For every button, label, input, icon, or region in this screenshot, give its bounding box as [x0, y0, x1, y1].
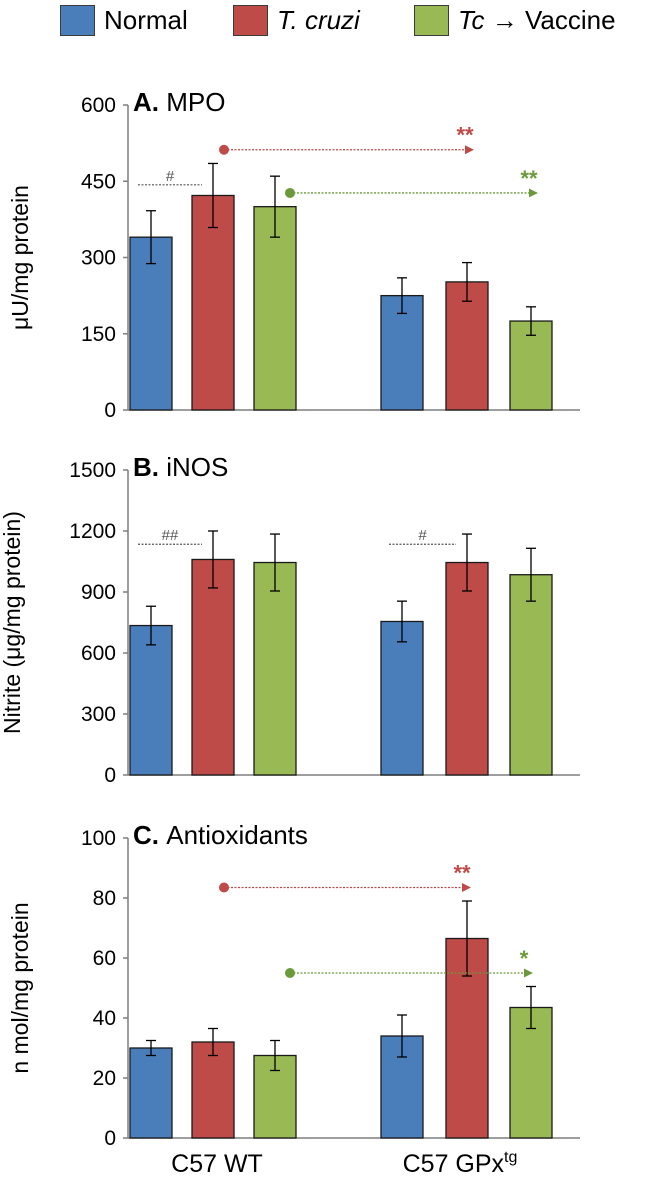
- error-bar-tc-vaccine-c57-wt: [270, 1039, 280, 1072]
- x-label-c57-gpx-main: C57 GPx: [403, 1150, 505, 1177]
- panel-letter: C.: [133, 820, 166, 850]
- bar-tc-vaccine-c57-gpx: [509, 574, 553, 776]
- significance-label: *: [520, 946, 529, 971]
- panel-mpo: A. MPO 0 150 300 450 600 μU/mg protein # ** **: [7, 87, 580, 422]
- significance-label: #: [418, 527, 427, 544]
- legend-label-tc: Tc: [458, 4, 485, 35]
- y-tick-label: 600: [81, 642, 116, 665]
- x-label-c57-wt: C57 WT: [171, 1150, 263, 1177]
- legend-swatch-tcruzi: [233, 4, 268, 36]
- error-bar-normal-c57-wt: [146, 210, 156, 265]
- bar-normal-c57-wt: [129, 624, 173, 776]
- error-bar-t-cruzi-c57-gpx: [462, 533, 472, 592]
- y-tick-label: 300: [81, 247, 116, 270]
- legend-arrow-icon: →: [491, 4, 518, 35]
- error-bar-tc-vaccine-c57-gpx: [526, 985, 536, 1030]
- error-bar-normal-c57-wt: [146, 605, 156, 646]
- legend-label-tcruzi: T. cruzi: [277, 4, 360, 35]
- panel-title-text: iNOS: [166, 452, 228, 482]
- panel-letter: A.: [133, 87, 166, 117]
- error-bar-tc-vaccine-c57-gpx: [526, 547, 536, 602]
- y-tick-label: 60: [93, 947, 116, 970]
- y-tick-label: 300: [81, 703, 116, 726]
- y-tick-label: 450: [81, 170, 116, 193]
- error-bar-normal-c57-gpx: [397, 277, 407, 315]
- panel-title-text: MPO: [166, 87, 225, 117]
- legend: Normal T. cruzi Tc → Vaccine: [0, 0, 650, 42]
- bar-t-cruzi-c57-gpx: [445, 281, 489, 411]
- error-bar-t-cruzi-c57-wt: [208, 1027, 218, 1057]
- y-axis-label: n mol/mg protein: [7, 902, 33, 1073]
- x-label-c57-gpx: C57 GPxtg: [403, 1149, 518, 1177]
- y-axis-label: μU/mg protein: [7, 185, 33, 330]
- legend-item-normal: Normal: [60, 3, 188, 37]
- y-tick-label: 100: [81, 827, 116, 850]
- significance-label: **: [456, 123, 474, 148]
- panel-title-antioxidants: C. Antioxidants: [133, 820, 308, 850]
- panel-title-mpo: A. MPO: [133, 87, 225, 117]
- significance-label: ##: [162, 527, 179, 544]
- panel-letter: B.: [133, 452, 166, 482]
- legend-swatch-tc-vaccine: [414, 4, 449, 36]
- x-axis-group-labels: C57 WT C57 GPxtg: [171, 1149, 517, 1177]
- legend-label-normal: Normal: [104, 4, 188, 35]
- y-axis-label: Nitrite (μg/mg protein): [0, 511, 25, 734]
- x-label-superscript: tg: [504, 1149, 517, 1166]
- error-bar-t-cruzi-c57-wt: [208, 162, 218, 229]
- error-bar-t-cruzi-c57-wt: [208, 530, 218, 589]
- error-bar-t-cruzi-c57-gpx: [462, 900, 472, 977]
- bar-normal-c57-wt: [129, 1047, 173, 1139]
- error-bar-tc-vaccine-c57-wt: [270, 533, 280, 592]
- bar-tc-vaccine-c57-wt: [253, 561, 297, 776]
- y-tick-label: 20: [93, 1067, 116, 1090]
- y-tick-label: 40: [93, 1007, 116, 1030]
- significance-label: **: [453, 861, 471, 886]
- legend-item-tcruzi: T. cruzi: [233, 3, 360, 37]
- significance-label: #: [166, 168, 175, 185]
- y-tick-label: 1500: [69, 459, 116, 482]
- y-tick-label: 0: [104, 399, 116, 422]
- y-tick-label: 0: [104, 1127, 116, 1150]
- panel-title-inos: B. iNOS: [133, 452, 228, 482]
- error-bar-t-cruzi-c57-gpx: [462, 261, 472, 302]
- legend-label-vaccine: Vaccine: [524, 4, 616, 35]
- significance-label: **: [520, 166, 538, 191]
- bar-normal-c57-gpx: [380, 294, 424, 411]
- legend-swatch-normal: [60, 4, 95, 36]
- error-bar-tc-vaccine-c57-gpx: [526, 306, 536, 336]
- panel-inos: B. iNOS 0 300 600 900 1200 1500 Nitrite (μg/mg …: [0, 452, 580, 787]
- panel-title-text: Antioxidants: [166, 820, 308, 850]
- bar-t-cruzi-c57-wt: [191, 558, 235, 776]
- y-tick-label: 1200: [69, 520, 116, 543]
- legend-label-tc-vaccine: Tc → Vaccine: [458, 5, 616, 36]
- bar-t-cruzi-c57-gpx: [445, 561, 489, 776]
- bar-tc-vaccine-c57-gpx: [509, 1006, 553, 1139]
- y-tick-label: 80: [93, 887, 116, 910]
- bar-normal-c57-gpx: [380, 620, 424, 776]
- panel-antioxidants: C. Antioxidants 0 20 40 60 80 100 n mol/mg prot…: [7, 820, 580, 1150]
- error-bar-normal-c57-gpx: [397, 1014, 407, 1058]
- error-bar-normal-c57-gpx: [397, 600, 407, 643]
- y-tick-label: 0: [104, 764, 116, 787]
- error-bar-tc-vaccine-c57-wt: [270, 175, 280, 238]
- y-tick-label: 150: [81, 323, 116, 346]
- bar-t-cruzi-c57-wt: [191, 194, 235, 411]
- y-tick-label: 900: [81, 581, 116, 604]
- error-bar-normal-c57-wt: [146, 1039, 156, 1057]
- bar-t-cruzi-c57-wt: [191, 1041, 235, 1139]
- y-tick-label: 600: [81, 94, 116, 117]
- legend-item-tc-vaccine: Tc → Vaccine: [414, 3, 616, 37]
